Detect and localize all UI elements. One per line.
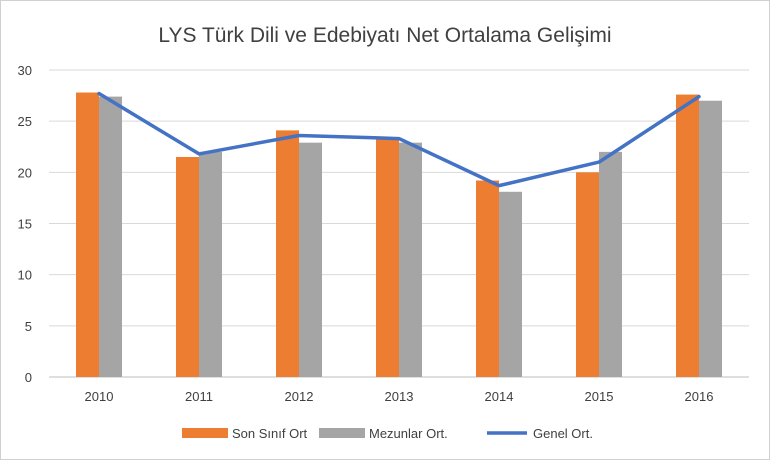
legend-label: Genel Ort. (533, 426, 593, 441)
y-axis-ticks: 0 5 10 15 20 25 30 (18, 63, 32, 385)
x-tick-label: 2012 (285, 389, 314, 404)
genel-ort-line-layer (97, 91, 701, 188)
bar-son-sinif (676, 94, 699, 377)
bar-son-sinif (276, 130, 299, 377)
bar-mezunlar (599, 151, 622, 377)
bar-mezunlar (199, 151, 222, 377)
x-tick-label: 2015 (585, 389, 614, 404)
x-tick-label: 2010 (85, 389, 114, 404)
bar-mezunlar (699, 100, 722, 377)
bar-son-sinif (76, 92, 99, 377)
bar-son-sinif (376, 137, 399, 377)
x-tick-label: 2013 (385, 389, 414, 404)
legend-swatch (182, 428, 228, 438)
y-tick-label: 5 (25, 319, 32, 334)
legend-item: Mezunlar Ort. (319, 426, 448, 441)
genel-ort-line (97, 91, 701, 188)
bar-son-sinif (576, 172, 599, 377)
x-axis-ticks: 2010 2011 2012 2013 2014 2015 2016 (85, 389, 714, 404)
legend-item: Son Sınıf Ort (182, 426, 308, 441)
y-tick-label: 10 (18, 268, 32, 283)
bar-mezunlar (99, 96, 122, 378)
bar-son-sinif (476, 180, 499, 377)
legend: Son Sınıf Ort Mezunlar Ort. Genel Ort. (182, 426, 593, 441)
legend-label: Mezunlar Ort. (369, 426, 448, 441)
y-tick-label: 15 (18, 217, 32, 232)
bar-son-sinif (176, 156, 199, 377)
y-tick-label: 0 (25, 370, 32, 385)
y-tick-label: 20 (18, 165, 32, 180)
y-tick-label: 25 (18, 114, 32, 129)
y-tick-label: 30 (18, 63, 32, 78)
bar-mezunlar (499, 191, 522, 377)
x-tick-label: 2011 (185, 389, 213, 404)
bars (76, 92, 722, 378)
x-tick-label: 2016 (685, 389, 714, 404)
legend-item: Genel Ort. (487, 426, 593, 441)
bar-mezunlar (399, 142, 422, 377)
legend-label: Son Sınıf Ort (232, 426, 308, 441)
legend-swatch (319, 428, 365, 438)
x-tick-label: 2014 (485, 389, 514, 404)
chart-title: LYS Türk Dili ve Edebiyatı Net Ortalama … (158, 24, 611, 47)
bar-mezunlar (299, 142, 322, 377)
